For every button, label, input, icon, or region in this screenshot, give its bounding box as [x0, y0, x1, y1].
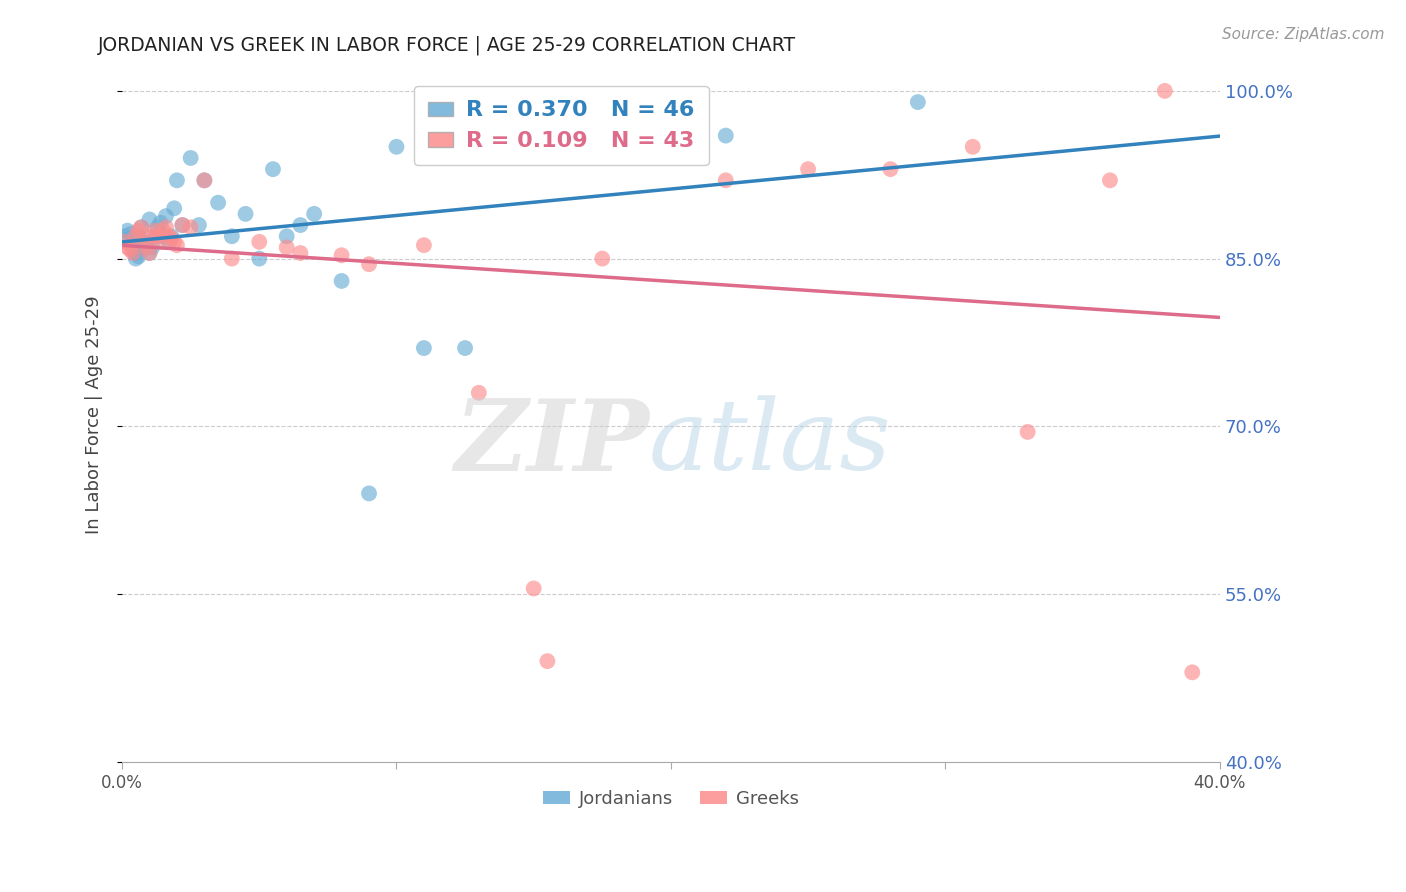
Point [160, 229, 183, 244]
Point [290, 218, 312, 232]
Point [193, 173, 215, 187]
Point [879, 162, 901, 177]
Point [138, 246, 160, 260]
Point [468, 385, 491, 400]
Point [262, 162, 284, 177]
Point [125, 252, 148, 266]
Point [180, 220, 202, 235]
Point [155, 209, 177, 223]
Point [143, 229, 166, 244]
Point [180, 151, 202, 165]
Point [172, 218, 194, 232]
Point [149, 216, 172, 230]
Point [122, 243, 145, 257]
Point [591, 252, 613, 266]
Text: Source: ZipAtlas.com: Source: ZipAtlas.com [1222, 27, 1385, 42]
Point [302, 207, 325, 221]
Point [155, 220, 177, 235]
Point [132, 235, 155, 249]
Point [330, 248, 353, 262]
Point [235, 207, 257, 221]
Point [143, 224, 166, 238]
Point [166, 173, 188, 187]
Point [152, 229, 174, 244]
Point [125, 229, 148, 244]
Point [138, 212, 160, 227]
Text: ZIP: ZIP [454, 394, 650, 491]
Point [163, 202, 186, 216]
Y-axis label: In Labor Force | Age 25-29: In Labor Force | Age 25-29 [86, 296, 103, 534]
Point [221, 252, 243, 266]
Point [157, 235, 180, 249]
Point [193, 173, 215, 187]
Point [659, 151, 682, 165]
Point [1017, 425, 1039, 439]
Point [385, 140, 408, 154]
Point [128, 224, 150, 238]
Point [714, 128, 737, 143]
Point [129, 220, 152, 235]
Point [128, 229, 150, 244]
Point [120, 231, 142, 245]
Point [290, 246, 312, 260]
Point [152, 224, 174, 238]
Point [120, 227, 142, 241]
Point [122, 238, 145, 252]
Point [797, 162, 820, 177]
Point [141, 240, 163, 254]
Point [149, 235, 172, 249]
Text: JORDANIAN VS GREEK IN LABOR FORCE | AGE 25-29 CORRELATION CHART: JORDANIAN VS GREEK IN LABOR FORCE | AGE … [98, 36, 797, 55]
Point [129, 220, 152, 235]
Point [163, 235, 186, 249]
Point [962, 140, 984, 154]
Point [172, 218, 194, 232]
Point [122, 246, 145, 260]
Point [166, 238, 188, 252]
Point [117, 240, 139, 254]
Point [357, 257, 380, 271]
Point [276, 229, 298, 244]
Point [247, 235, 270, 249]
Point [114, 229, 136, 244]
Point [160, 231, 183, 245]
Point [907, 95, 929, 109]
Point [330, 274, 353, 288]
Point [247, 252, 270, 266]
Point [357, 486, 380, 500]
Point [117, 224, 139, 238]
Point [146, 220, 169, 235]
Point [454, 341, 477, 355]
Point [138, 246, 160, 260]
Point [276, 240, 298, 254]
Point [125, 246, 148, 260]
Point [714, 173, 737, 187]
Point [157, 229, 180, 244]
Point [135, 240, 157, 254]
Point [1181, 665, 1204, 680]
Point [536, 654, 558, 668]
Point [221, 229, 243, 244]
Point [135, 240, 157, 254]
Point [187, 218, 209, 232]
Point [141, 229, 163, 244]
Point [523, 128, 546, 143]
Point [412, 238, 434, 252]
Point [591, 151, 613, 165]
Point [128, 249, 150, 263]
Text: atlas: atlas [650, 395, 891, 491]
Point [207, 195, 229, 210]
Point [132, 235, 155, 249]
Point [146, 229, 169, 244]
Point [412, 341, 434, 355]
Legend: Jordanians, Greeks: Jordanians, Greeks [536, 782, 807, 815]
Point [523, 582, 546, 596]
Point [1098, 173, 1121, 187]
Point [114, 235, 136, 249]
Point [1153, 84, 1175, 98]
Point [120, 243, 142, 257]
